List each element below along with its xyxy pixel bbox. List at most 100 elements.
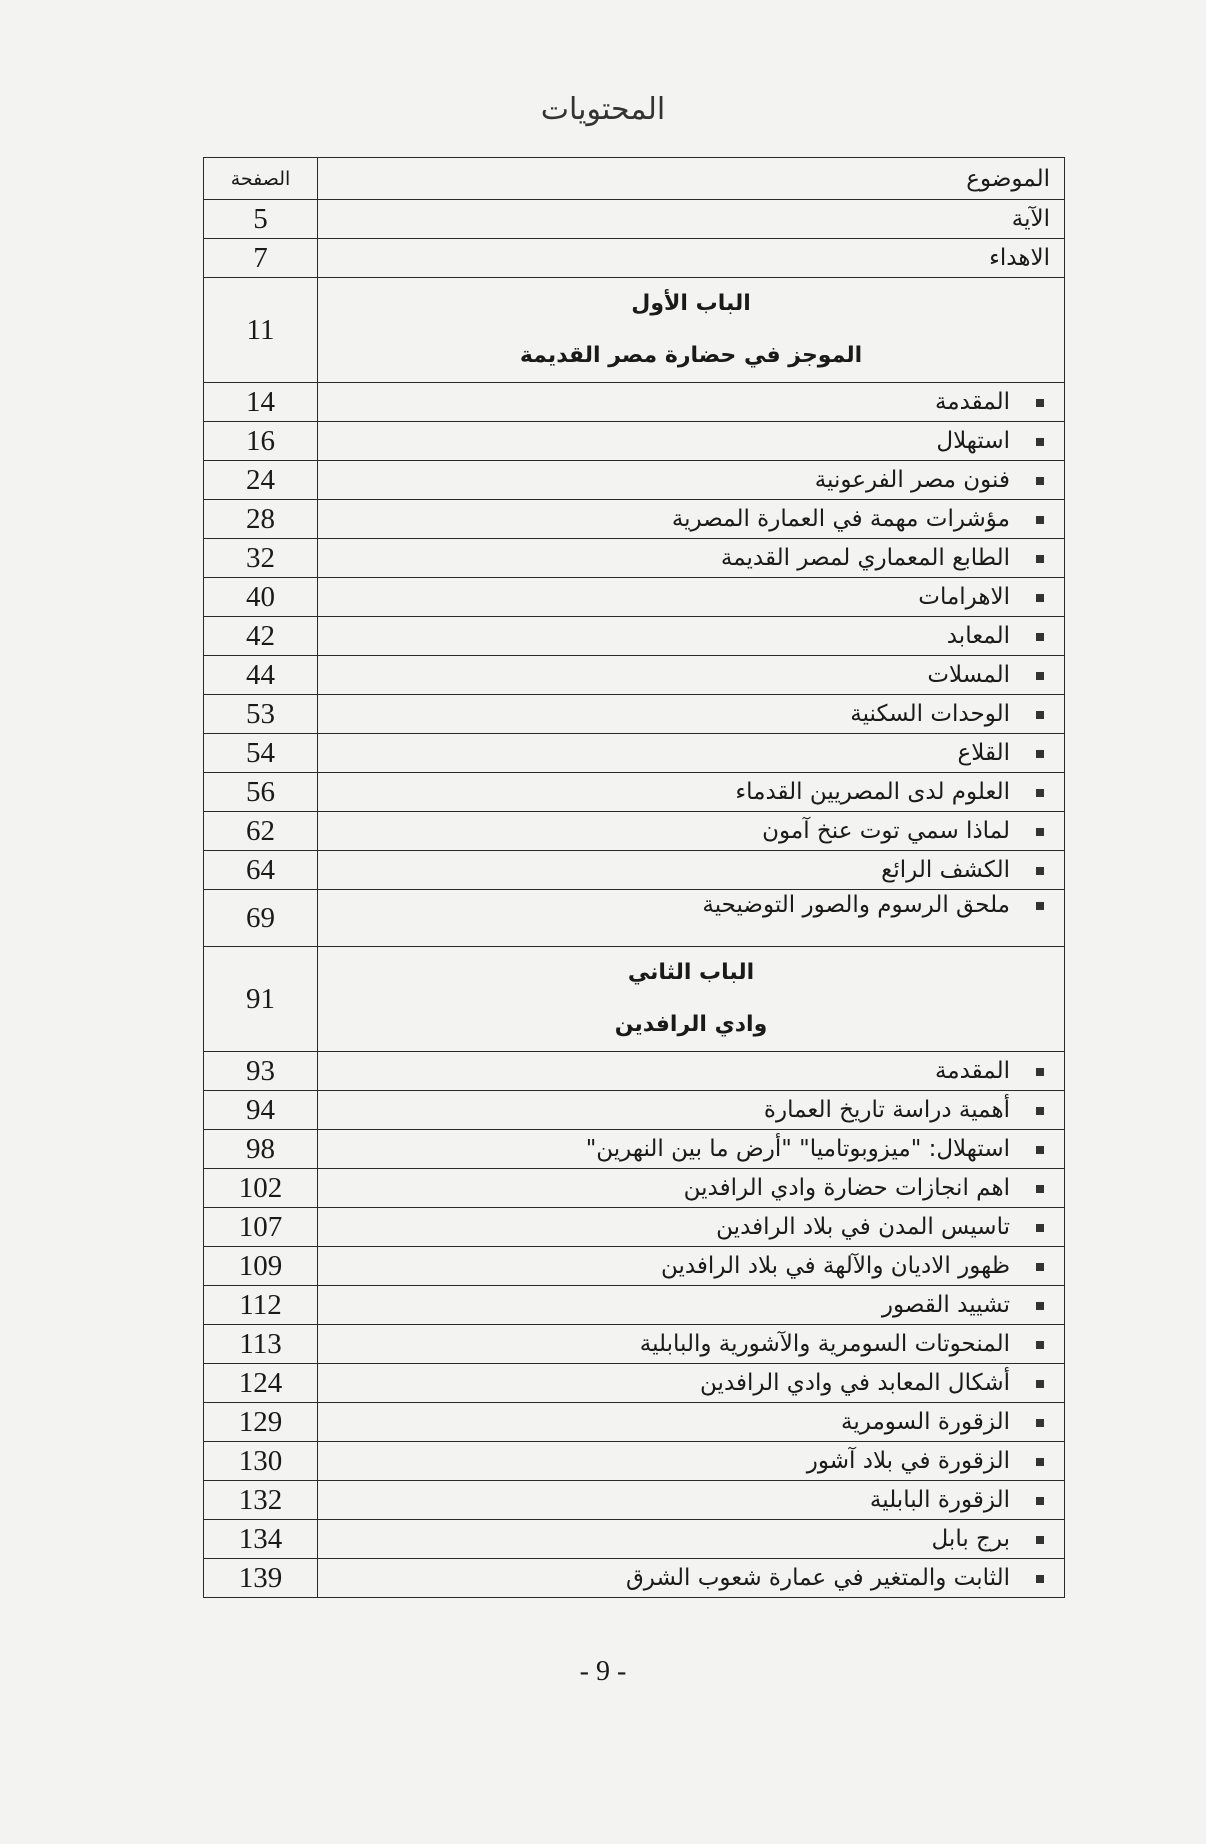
entry-cell: أهمية دراسة تاريخ العمارة — [317, 1090, 1065, 1130]
entry-cell: القلاع — [317, 733, 1065, 773]
square-bullet-icon — [1036, 1145, 1044, 1154]
entry-label: الاهرامات — [918, 584, 1010, 610]
chapter-page: 11 — [203, 277, 318, 383]
table-row: المقدمة 14 — [203, 382, 1065, 422]
entry-page: 14 — [203, 382, 318, 422]
entry-cell: تاسيس المدن في بلاد الرافدين — [317, 1207, 1065, 1247]
entry-cell: الزقورة السومرية — [317, 1402, 1065, 1442]
entry-page: 7 — [203, 238, 318, 278]
chapter-name: الباب الأول — [631, 291, 751, 316]
entry-page: 94 — [203, 1090, 318, 1130]
entry-cell: الكشف الرائع — [317, 850, 1065, 890]
table-row: المنحوتات السومرية والآشورية والبابلية 11… — [203, 1324, 1065, 1364]
table-row: ملحق الرسوم والصور التوضيحية 69 — [203, 889, 1065, 947]
table-row: أشكال المعابد في وادي الرافدين 124 — [203, 1363, 1065, 1403]
entry-cell: الطابع المعماري لمصر القديمة — [317, 538, 1065, 578]
entry-cell: الاهرامات — [317, 577, 1065, 617]
entry-label: لماذا سمي توت عنخ آمون — [762, 818, 1010, 844]
entry-cell: اهم انجازات حضارة وادي الرافدين — [317, 1168, 1065, 1208]
entry-label: أشكال المعابد في وادي الرافدين — [700, 1370, 1010, 1396]
entry-label: تشييد القصور — [881, 1292, 1010, 1318]
entry-page: 69 — [203, 889, 318, 947]
table-row: المسلات 44 — [203, 655, 1065, 695]
entry-label: الزقورة السومرية — [841, 1409, 1010, 1435]
page-title: المحتويات — [540, 92, 666, 127]
square-bullet-icon — [1036, 1457, 1044, 1466]
square-bullet-icon — [1036, 1496, 1044, 1505]
square-bullet-icon — [1036, 476, 1044, 485]
entry-page: 40 — [203, 577, 318, 617]
square-bullet-icon — [1036, 901, 1044, 910]
entry-cell: ملحق الرسوم والصور التوضيحية — [317, 889, 1065, 947]
entry-label: فنون مصر الفرعونية — [814, 467, 1010, 493]
entry-page: 56 — [203, 772, 318, 812]
page-number: - 9 - — [579, 1656, 627, 1687]
table-row: فنون مصر الفرعونية 24 — [203, 460, 1065, 500]
table-row: ظهور الاديان والآلهة في بلاد الرافدين 109 — [203, 1246, 1065, 1286]
table-header: الموضوع الصفحة — [203, 157, 1065, 200]
square-bullet-icon — [1036, 1535, 1044, 1544]
entry-page: 32 — [203, 538, 318, 578]
table-row: الزقورة في بلاد آشور 130 — [203, 1441, 1065, 1481]
square-bullet-icon — [1036, 827, 1044, 836]
entry-label: القلاع — [957, 740, 1010, 766]
entry-label: استهلال: "ميزوبوتاميا" "أرض ما بين النهر… — [585, 1136, 1010, 1162]
table-row: استهلال: "ميزوبوتاميا" "أرض ما بين النهر… — [203, 1129, 1065, 1169]
entry-cell: المعابد — [317, 616, 1065, 656]
entry-page: 109 — [203, 1246, 318, 1286]
entry-cell: المنحوتات السومرية والآشورية والبابلية — [317, 1324, 1065, 1364]
entry-label: ملحق الرسوم والصور التوضيحية — [702, 892, 1010, 918]
square-bullet-icon — [1036, 593, 1044, 602]
entry-cell: برج بابل — [317, 1519, 1065, 1559]
square-bullet-icon — [1036, 1067, 1044, 1076]
square-bullet-icon — [1036, 788, 1044, 797]
table-row: تشييد القصور 112 — [203, 1285, 1065, 1325]
chapter-name: الباب الثاني — [627, 960, 755, 985]
entry-label: الاهداء — [317, 238, 1065, 278]
entry-page: 5 — [203, 199, 318, 239]
entry-page: 129 — [203, 1402, 318, 1442]
entry-page: 64 — [203, 850, 318, 890]
entry-label: اهم انجازات حضارة وادي الرافدين — [683, 1175, 1010, 1201]
table-row: لماذا سمي توت عنخ آمون 62 — [203, 811, 1065, 851]
entry-label: الكشف الرائع — [881, 857, 1010, 883]
entry-page: 124 — [203, 1363, 318, 1403]
entry-label: المقدمة — [934, 389, 1010, 415]
square-bullet-icon — [1036, 1340, 1044, 1349]
subject-header: الموضوع — [317, 157, 1065, 200]
table-row: الوحدات السكنية 53 — [203, 694, 1065, 734]
table-row: تاسيس المدن في بلاد الرافدين 107 — [203, 1207, 1065, 1247]
table-row: مؤشرات مهمة في العمارة المصرية 28 — [203, 499, 1065, 539]
square-bullet-icon — [1036, 1262, 1044, 1271]
square-bullet-icon — [1036, 1574, 1044, 1583]
square-bullet-icon — [1036, 515, 1044, 524]
entry-page: 112 — [203, 1285, 318, 1325]
entry-cell: تشييد القصور — [317, 1285, 1065, 1325]
square-bullet-icon — [1036, 554, 1044, 563]
chapter-title-cell: الباب الثاني وادي الرافدين — [317, 946, 1065, 1052]
entry-page: 54 — [203, 733, 318, 773]
table-row: القلاع 54 — [203, 733, 1065, 773]
chapter-subtitle: وادي الرافدين — [614, 1012, 768, 1037]
entry-label: استهلال — [936, 428, 1010, 454]
square-bullet-icon — [1036, 1184, 1044, 1193]
entry-label: برج بابل — [931, 1526, 1010, 1552]
entry-label: المعابد — [946, 623, 1010, 649]
entry-label: المسلات — [927, 662, 1010, 688]
entry-page: 113 — [203, 1324, 318, 1364]
entry-cell: المقدمة — [317, 382, 1065, 422]
entry-cell: فنون مصر الفرعونية — [317, 460, 1065, 500]
square-bullet-icon — [1036, 671, 1044, 680]
square-bullet-icon — [1036, 398, 1044, 407]
entry-page: 107 — [203, 1207, 318, 1247]
entry-label: الزقورة في بلاد آشور — [806, 1448, 1010, 1474]
contents-table: الموضوع الصفحة الآية 5 الاهداء 7 الباب ا… — [203, 157, 1065, 1598]
entry-cell: لماذا سمي توت عنخ آمون — [317, 811, 1065, 851]
square-bullet-icon — [1036, 1379, 1044, 1388]
entry-label: الطابع المعماري لمصر القديمة — [720, 545, 1010, 571]
entry-cell: استهلال — [317, 421, 1065, 461]
square-bullet-icon — [1036, 437, 1044, 446]
entry-page: 24 — [203, 460, 318, 500]
chapter-page: 91 — [203, 946, 318, 1052]
entry-cell: الزقورة في بلاد آشور — [317, 1441, 1065, 1481]
